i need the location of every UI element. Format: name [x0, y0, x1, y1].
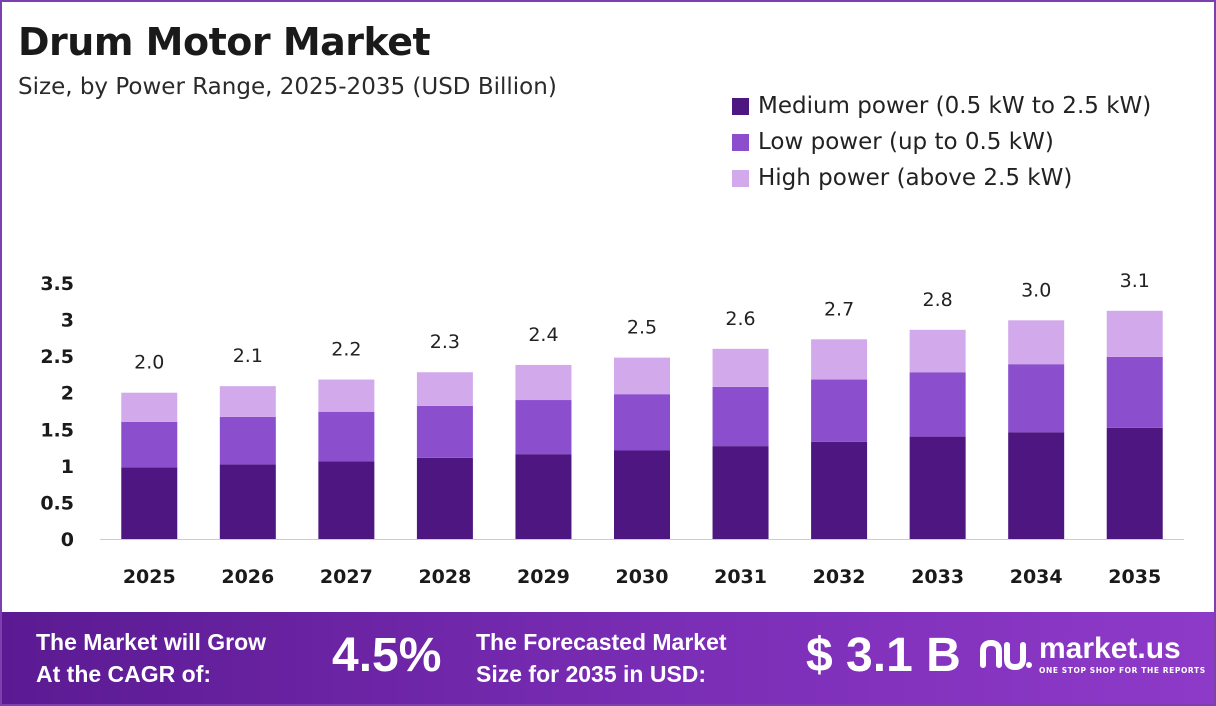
x-tick-label-2030: 2030: [616, 566, 669, 588]
forecast-value: $ 3.1 B: [806, 629, 961, 682]
bar-medium-2031: [712, 446, 769, 539]
x-tick-label-2035: 2035: [1108, 566, 1161, 588]
bar-medium-2032: [811, 441, 868, 539]
legend-label-medium: Medium power (0.5 kW to 2.5 kW): [758, 93, 1152, 119]
y-tick-label: 1.5: [40, 419, 74, 441]
bar-high-2034: [1008, 320, 1065, 365]
brand-tagline: ONE STOP SHOP FOR THE REPORTS: [1039, 666, 1206, 675]
x-tick-label-2029: 2029: [517, 566, 570, 588]
legend: Medium power (0.5 kW to 2.5 kW) Low powe…: [732, 88, 1151, 196]
x-tick-label-2034: 2034: [1010, 566, 1063, 588]
legend-item-low: Low power (up to 0.5 kW): [732, 124, 1151, 160]
total-label-2027: 2.2: [331, 339, 361, 361]
bar-medium-2026: [219, 464, 276, 539]
total-label-2028: 2.3: [430, 331, 460, 353]
x-tick-label-2026: 2026: [221, 566, 274, 588]
total-label-2030: 2.5: [627, 317, 657, 339]
cagr-label-line1: The Market will Grow: [36, 629, 267, 655]
bar-low-2028: [416, 405, 473, 458]
bar-low-2025: [121, 421, 178, 468]
bar-high-2027: [318, 379, 375, 412]
y-tick-label: 1: [61, 456, 74, 478]
legend-swatch-high: [732, 169, 749, 187]
brand-logo[interactable]: market.us ONE STOP SHOP FOR THE REPORTS: [977, 634, 1206, 675]
bar-medium-2028: [416, 457, 473, 539]
bar-high-2035: [1106, 310, 1163, 357]
legend-label-high: High power (above 2.5 kW): [758, 165, 1073, 191]
total-label-2034: 3.0: [1021, 279, 1051, 301]
y-tick-label: 3: [61, 310, 74, 332]
total-label-2026: 2.1: [233, 345, 263, 367]
cagr-value: 4.5%: [332, 629, 442, 682]
forecast-label: The Forecasted Market Size for 2035 in U…: [476, 626, 727, 690]
bar-low-2026: [219, 416, 276, 465]
y-tick-label: 0.5: [40, 492, 74, 514]
x-tick-label-2025: 2025: [123, 566, 176, 588]
bar-high-2025: [121, 392, 178, 422]
bar-high-2029: [515, 364, 572, 401]
chart-title: Drum Motor Market: [18, 20, 431, 64]
cagr-label: The Market will Grow At the CAGR of:: [36, 626, 266, 690]
bar-low-2034: [1008, 364, 1065, 433]
footer-banner: The Market will Grow At the CAGR of: 4.5…: [2, 612, 1214, 704]
bar-medium-2035: [1106, 427, 1163, 539]
bar-medium-2030: [614, 450, 670, 539]
legend-item-high: High power (above 2.5 kW): [732, 160, 1151, 196]
x-tick-label-2027: 2027: [320, 566, 373, 588]
cagr-label-line2: At the CAGR of:: [36, 661, 212, 687]
bar-medium-2027: [318, 461, 375, 539]
forecast-label-line1: The Forecasted Market: [476, 629, 727, 655]
x-tick-label-2032: 2032: [813, 566, 866, 588]
y-tick-label: 2.5: [40, 346, 74, 368]
x-tick-label-2031: 2031: [714, 566, 767, 588]
bar-high-2032: [811, 339, 868, 380]
brand-name: market.us: [1039, 632, 1181, 665]
bar-medium-2025: [121, 467, 178, 539]
bar-low-2030: [614, 394, 670, 451]
legend-label-low: Low power (up to 0.5 kW): [758, 129, 1054, 155]
bar-medium-2034: [1008, 432, 1065, 539]
bar-high-2033: [909, 329, 966, 373]
x-tick-label-2028: 2028: [418, 566, 471, 588]
forecast-label-line2: Size for 2035 in USD:: [476, 661, 707, 687]
total-label-2032: 2.7: [824, 298, 854, 320]
market-us-logo-icon: [980, 639, 1032, 670]
total-label-2033: 2.8: [923, 289, 953, 311]
bar-high-2031: [712, 348, 769, 387]
bar-low-2033: [909, 372, 966, 437]
y-tick-label: 3.5: [40, 273, 74, 295]
bar-low-2031: [712, 386, 769, 447]
bar-low-2027: [318, 411, 375, 462]
total-label-2025: 2.0: [134, 352, 164, 374]
bar-high-2028: [416, 372, 473, 406]
bar-chart: 0 0.5 1 1.5 2 2.5 3 3.5 2.0 2025 2.1 2026 2.2 2027 2.3…: [40, 270, 1184, 588]
bar-low-2029: [515, 400, 572, 455]
y-tick-label: 0: [61, 529, 74, 551]
bar-medium-2033: [909, 436, 966, 539]
y-tick-label: 2: [61, 383, 74, 405]
legend-swatch-low: [732, 133, 749, 151]
chart-subtitle: Size, by Power Range, 2025-2035 (USD Bil…: [18, 74, 557, 100]
bar-high-2026: [219, 386, 276, 417]
bar-high-2030: [614, 357, 670, 395]
legend-item-medium: Medium power (0.5 kW to 2.5 kW): [732, 88, 1151, 124]
total-label-2029: 2.4: [528, 324, 558, 346]
bar-medium-2029: [515, 454, 572, 539]
bar-low-2035: [1106, 356, 1163, 428]
x-tick-label-2033: 2033: [911, 566, 964, 588]
total-label-2031: 2.6: [725, 308, 755, 330]
total-label-2035: 3.1: [1120, 270, 1150, 292]
legend-swatch-medium: [732, 97, 749, 115]
bar-low-2032: [811, 379, 868, 442]
